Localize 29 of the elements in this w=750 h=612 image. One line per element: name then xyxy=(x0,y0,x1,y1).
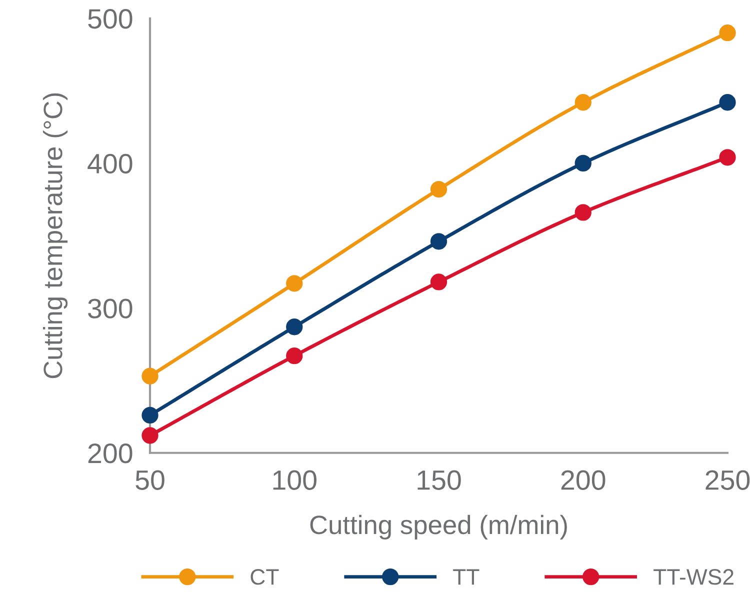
point xyxy=(286,348,303,364)
point xyxy=(574,154,592,172)
point xyxy=(286,275,303,292)
legend-label: TT-WS2 xyxy=(654,569,734,585)
point xyxy=(430,233,448,250)
point xyxy=(719,24,736,42)
point xyxy=(574,94,592,111)
point xyxy=(719,149,736,166)
legend-label: TT xyxy=(453,569,480,585)
x-tick-label: 50 xyxy=(136,470,164,490)
point xyxy=(430,180,448,198)
y-tick-label: 300 xyxy=(88,298,132,318)
y-tick-label: 500 xyxy=(88,9,132,29)
y-tick-label: 200 xyxy=(88,444,132,464)
point xyxy=(286,318,303,336)
point xyxy=(574,204,592,221)
x-tick-label: 200 xyxy=(561,470,606,490)
x-axis-title: Cutting speed (m/min) xyxy=(310,514,567,540)
x-tick-label: 150 xyxy=(418,470,461,490)
y-axis-title: Cutting temperature (°C) xyxy=(42,93,68,378)
y-tick-label: 400 xyxy=(88,154,132,174)
point xyxy=(719,94,736,111)
point xyxy=(142,427,158,444)
point xyxy=(142,406,158,424)
x-tick-label: 250 xyxy=(706,470,750,490)
legend-label: CT xyxy=(250,569,279,585)
point xyxy=(142,368,158,384)
x-tick-label: 100 xyxy=(273,470,316,490)
point xyxy=(430,274,448,290)
